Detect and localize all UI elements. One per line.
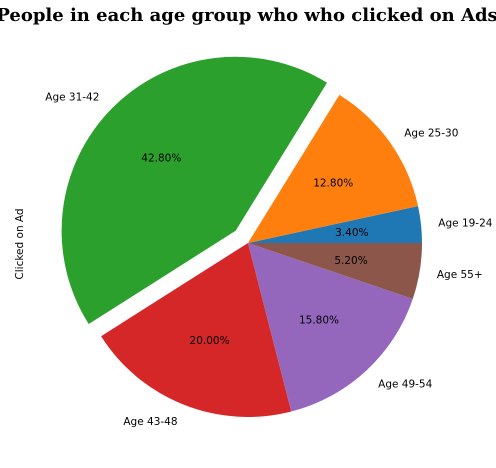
pie-category-label: Age 43-48 (123, 416, 177, 428)
pie-category-label: Age 19-24 (438, 218, 492, 230)
pie-value-label: 15.80% (299, 315, 339, 327)
pie-category-label: Age 55+ (437, 269, 483, 281)
y-axis-label: Clicked on Ad (14, 208, 26, 279)
pie-slice-age-19-24 (248, 206, 422, 243)
pie-category-label: Age 25-30 (404, 127, 458, 139)
pie-slice-age-43-48 (101, 243, 292, 417)
pie-category-label: Age 31-42 (45, 91, 99, 103)
chart-title: People in each age group who who clicked… (0, 5, 496, 26)
pie-value-label: 3.40% (335, 227, 368, 239)
pie-slice-age-31-42 (61, 56, 327, 325)
pie-value-label: 42.80% (141, 152, 181, 164)
pie-labels: 3.40% Age 19-24 12.80% Age 25-30 42.80% Age 3… (45, 91, 493, 428)
pie-slice-age-49-54 (248, 243, 413, 412)
pie-slice-age-25-30 (248, 94, 419, 243)
pie-slices (61, 56, 422, 417)
pie-value-label: 20.00% (190, 335, 230, 347)
pie-value-label: 12.80% (313, 178, 353, 190)
pie-slice-age-55 (248, 243, 422, 299)
pie-category-label: Age 49-54 (378, 378, 432, 390)
pie-value-label: 5.20% (334, 255, 367, 267)
